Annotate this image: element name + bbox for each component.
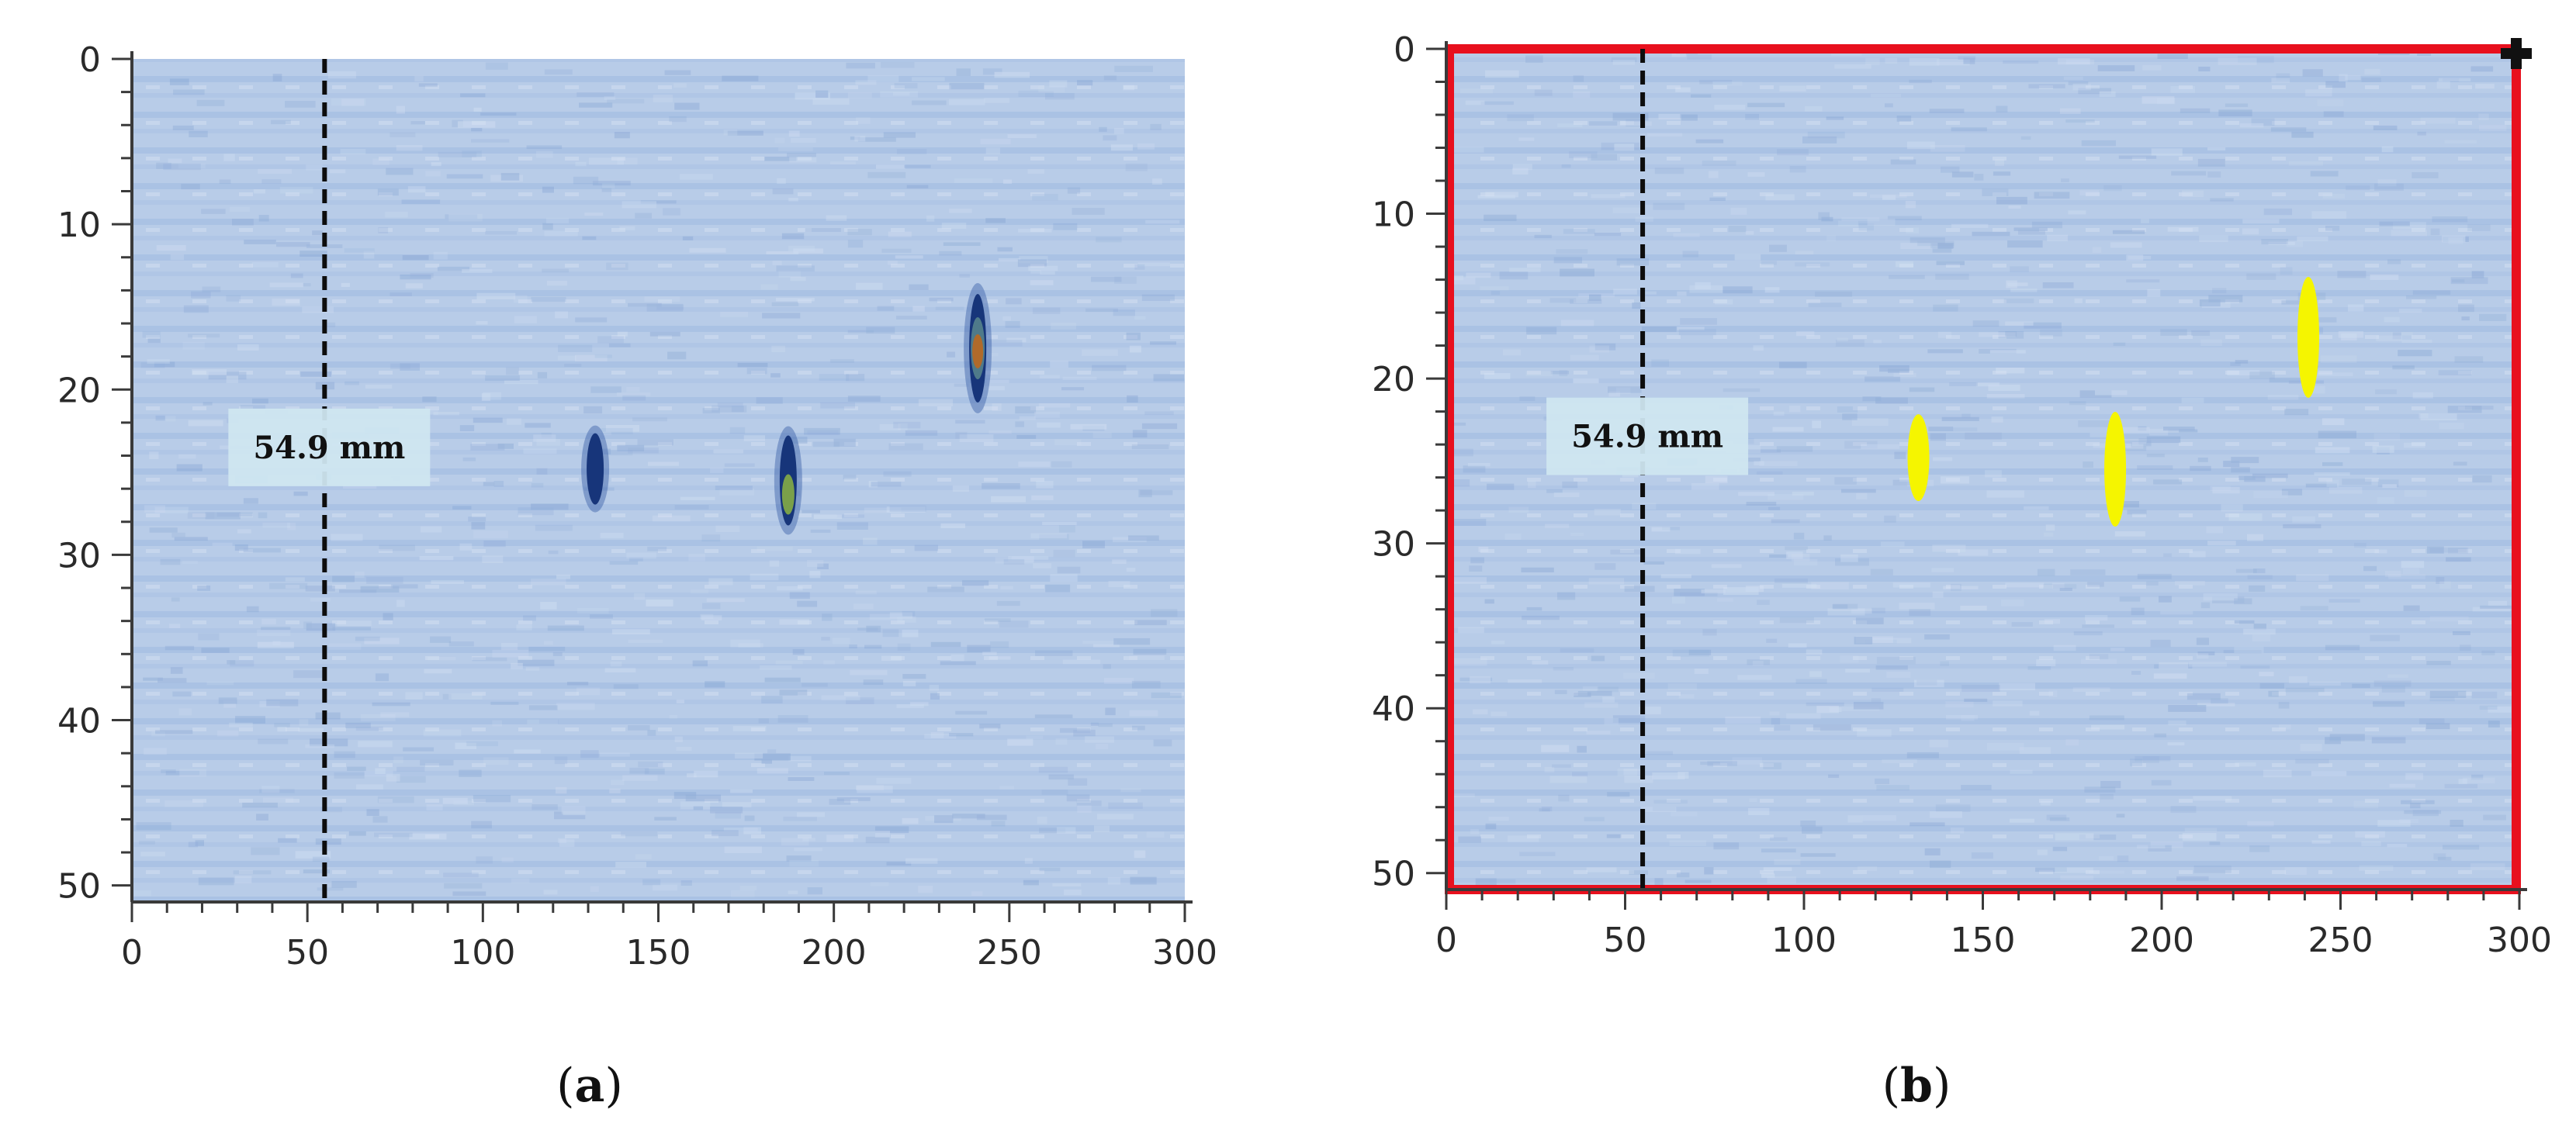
- x-tick-label: 300: [1152, 933, 1217, 973]
- marker-label-box: [1546, 397, 1749, 475]
- scan-texture: [133, 61, 1185, 897]
- x-tick-label: 200: [2129, 921, 2194, 960]
- y-tick-label: 30: [1372, 525, 1415, 565]
- y-tick-label: 0: [1394, 30, 1415, 70]
- scan-texture: [1446, 49, 2519, 886]
- y-tick-label: 10: [1372, 195, 1415, 235]
- y-tick-label: 50: [1372, 855, 1415, 894]
- marker-label: 54.9 mm: [253, 430, 405, 466]
- x-tick-label: 200: [802, 933, 867, 973]
- y-tick-label: 40: [1372, 689, 1415, 729]
- y-tick-label: 30: [57, 536, 101, 575]
- x-tick-label: 250: [2308, 921, 2373, 960]
- y-tick-label: 10: [57, 206, 101, 245]
- panel-b: 54.9 mm 0 50 100 150 200 250 300 0 10 20 30 40 50 (b): [1372, 30, 2552, 1113]
- y-tick-label: 40: [57, 702, 101, 741]
- defect-2: [774, 426, 802, 535]
- x-tick-label: 0: [121, 933, 143, 973]
- defect-1: [581, 425, 610, 513]
- panel-caption: (b): [1882, 1059, 1951, 1113]
- crosshair-handle-icon: [2501, 38, 2532, 69]
- defect-3: [964, 282, 992, 413]
- defect-2: [2104, 412, 2127, 527]
- x-tick-label: 50: [1604, 921, 1647, 960]
- x-tick-label: 100: [1771, 921, 1837, 960]
- marker-label: 54.9 mm: [1571, 418, 1723, 454]
- x-tick-label: 100: [450, 933, 515, 973]
- panel-caption: (a): [556, 1059, 623, 1113]
- y-tick-label: 0: [79, 40, 101, 80]
- y-tick-label: 20: [1372, 360, 1415, 399]
- x-tick-label: 250: [977, 933, 1042, 973]
- x-tick-label: 0: [1435, 921, 1457, 960]
- x-tick-label: 150: [626, 933, 691, 973]
- x-tick-label: 150: [1951, 921, 2016, 960]
- y-tick-label: 50: [57, 867, 101, 907]
- x-tick-label: 300: [2487, 921, 2552, 960]
- marker-label-box: [228, 408, 431, 486]
- defect-3: [2297, 276, 2320, 398]
- y-tick-label: 20: [57, 371, 101, 410]
- x-tick-label: 50: [286, 933, 329, 973]
- panel-a: 54.9 mm 0 50 100 150 200 250 300 0 10 20 30 40 50 (a): [57, 40, 1217, 1113]
- defect-1: [1907, 414, 1930, 502]
